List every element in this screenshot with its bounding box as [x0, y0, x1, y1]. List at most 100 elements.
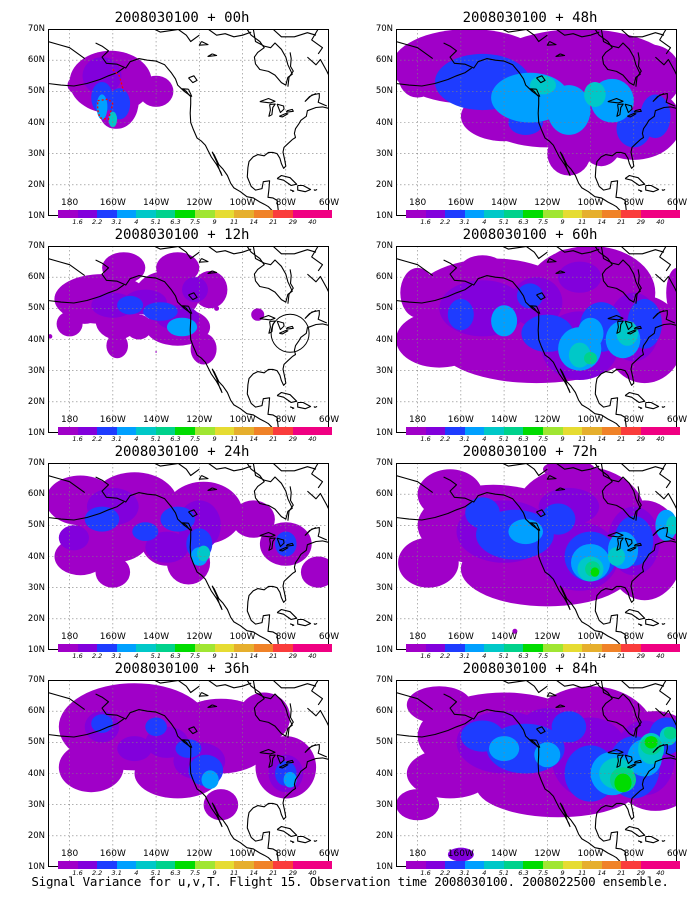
coastline	[594, 757, 677, 865]
longitude-tick-label: 120W	[186, 632, 213, 642]
coastline	[652, 92, 676, 107]
colorbar-label: 1.6	[72, 218, 83, 226]
colorbar-swatch	[214, 427, 235, 435]
coastline	[594, 540, 677, 648]
colorbar-swatch	[464, 210, 485, 218]
variance-region	[584, 82, 606, 107]
colorbar-swatch	[97, 427, 117, 435]
coastline	[624, 391, 646, 404]
longitude-tick-label: 80W	[275, 198, 296, 208]
longitude-tick-label: 120W	[534, 415, 561, 425]
longitude-tick-label: 100W	[229, 415, 256, 425]
variance-region	[106, 333, 128, 359]
longitude-tick-label: 100W	[229, 198, 256, 208]
latitude-tick-label: 40N	[27, 768, 45, 779]
colorbar-swatch	[406, 861, 426, 869]
colorbar-label: 1.6	[420, 652, 431, 660]
map-canvas	[48, 246, 329, 433]
longitude-tick-label: 160W	[99, 849, 126, 859]
colorbar-label: 1.6	[420, 435, 431, 443]
coastline	[443, 476, 622, 646]
colorbar-swatch	[406, 427, 426, 435]
colorbar-label: 3.1	[459, 652, 470, 660]
coastline	[396, 257, 434, 277]
colorbar	[58, 427, 333, 435]
variance-region	[300, 556, 329, 588]
longitude-tick-label: 180	[409, 632, 427, 642]
colorbar-swatch	[484, 644, 504, 652]
latitude-tick-label: 40N	[375, 117, 393, 128]
coastline	[594, 323, 677, 431]
colorbar-swatch	[640, 427, 661, 435]
colorbar-label: 5.1	[498, 218, 510, 226]
latitude-tick-label: 70N	[27, 458, 45, 468]
coastline	[276, 754, 285, 765]
map-panel: 2008030100 + 72h 70N 60N 50N 40N 30N 20N 10N 180…	[360, 442, 700, 660]
colorbar	[58, 644, 333, 652]
coastline	[95, 693, 274, 863]
colorbar-label: 11	[578, 218, 587, 226]
map-panel: 2008030100 + 60h 70N 60N 50N 40N 30N 20N 10N 180…	[360, 225, 700, 443]
colorbar	[406, 427, 681, 435]
colorbar-label: 1.6	[72, 652, 83, 660]
colorbar-label: 2.2	[439, 869, 451, 877]
latitude-tick-label: 40N	[375, 768, 393, 779]
colorbar-swatch	[543, 861, 563, 869]
colorbar-swatch	[175, 644, 196, 652]
coastline	[48, 474, 86, 494]
colorbar-swatch	[406, 644, 426, 652]
colorbar-swatch	[464, 861, 485, 869]
colorbar-label: 11	[230, 652, 239, 660]
longitude-tick-label: 120W	[186, 415, 213, 425]
colorbar-swatch	[640, 644, 661, 652]
colorbar-label: 9	[560, 218, 565, 226]
colorbar-label: 2.2	[439, 435, 451, 443]
colorbar-swatch	[77, 427, 98, 435]
colorbar-label: 7.5	[189, 435, 201, 443]
colorbar-swatch	[523, 427, 544, 435]
colorbar-swatch	[234, 861, 254, 869]
colorbar-label: 21	[617, 435, 626, 443]
variance-region	[491, 305, 518, 337]
colorbar-label: 4	[482, 218, 487, 226]
variance-region	[283, 771, 297, 788]
longitude-tick-label: 160W	[99, 198, 126, 208]
colorbar-swatch	[543, 644, 563, 652]
colorbar-swatch	[155, 427, 176, 435]
variance-region	[460, 255, 505, 281]
map-marker	[447, 847, 474, 862]
colorbar-label: 5.1	[498, 869, 510, 877]
coastline	[555, 29, 600, 38]
colorbar-swatch	[406, 210, 426, 218]
colorbar-label: 21	[617, 652, 626, 660]
colorbar-swatch	[601, 210, 622, 218]
variance-region	[666, 516, 677, 535]
colorbar-swatch	[601, 644, 622, 652]
longitude-tick-label: 60W	[666, 849, 688, 859]
coastline	[659, 29, 672, 55]
longitude-tick-label: 100W	[229, 632, 256, 642]
variance-region	[579, 110, 623, 167]
coastline	[661, 622, 666, 625]
colorbar-swatch	[464, 427, 485, 435]
colorbar-label: 9	[212, 869, 217, 877]
colorbar-swatch	[77, 644, 98, 652]
longitude-tick-label: 180	[61, 632, 79, 642]
coastline	[198, 475, 209, 480]
colorbar-swatch	[195, 861, 215, 869]
variance-region	[543, 463, 595, 479]
colorbar-swatch	[136, 210, 156, 218]
colorbar-label: 2.2	[91, 869, 103, 877]
coastline	[304, 743, 328, 758]
variance-region	[132, 522, 159, 541]
coastline	[594, 106, 677, 214]
colorbar-swatch	[195, 644, 215, 652]
coastline	[637, 840, 643, 844]
colorbar-labels: 1.6 2.2 3.1 4 5.1 6.3 7.5 9 11 14 21 29 40	[58, 869, 332, 878]
coastline	[313, 622, 318, 625]
colorbar-swatch	[273, 427, 293, 435]
colorbar-label: 3.1	[111, 218, 122, 226]
coastline	[529, 305, 541, 314]
colorbar-swatch	[582, 861, 602, 869]
